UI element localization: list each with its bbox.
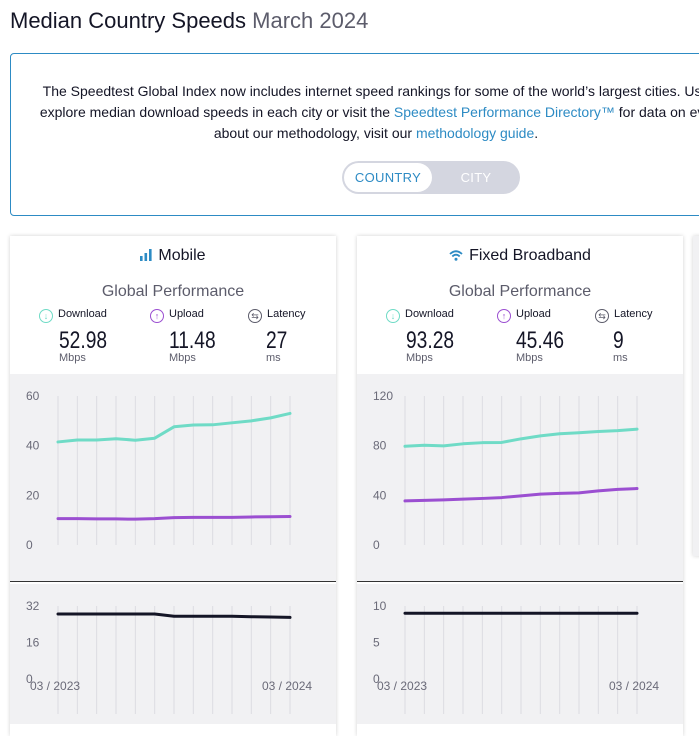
latency-chart: 10 5 0 03 / 2023 03 / 2024: [357, 584, 683, 724]
y-tick-label: 40: [26, 439, 40, 453]
latency-unit: ms: [266, 352, 281, 364]
upload-metric: ↑ Upload 45.46 Mbps: [497, 308, 587, 364]
latency-icon: ⇆: [248, 309, 262, 323]
card-title-label: Mobile: [158, 247, 206, 264]
chart-divider: [357, 581, 683, 582]
wifi-icon: [449, 250, 463, 261]
latency-icon: ⇆: [595, 309, 609, 323]
methodology-guide-link[interactable]: methodology guide: [415, 125, 535, 141]
x-tick-label-end: 03 / 2024: [609, 679, 659, 693]
y-tick-label: 80: [373, 439, 387, 453]
upload-unit: Mbps: [169, 352, 196, 364]
download-label: Download: [58, 308, 107, 320]
info-line-2-tail: for data on eve: [618, 104, 699, 120]
download-value: 93.28: [406, 327, 455, 354]
signal-bars-icon: [140, 249, 153, 261]
global-performance-title: Global Performance: [448, 283, 592, 300]
latency-metric: ⇆ Latency 27 ms: [248, 308, 338, 364]
upload-series-line: [403, 487, 639, 503]
latency-chart-svg: 10 5 003 / 2023 03 / 2024: [373, 599, 659, 714]
speed-chart: 120 80 40 0: [357, 374, 683, 581]
upload-icon: ↑: [150, 309, 164, 323]
y-tick-label: 120: [373, 389, 393, 403]
latency-series-line: [56, 612, 292, 619]
latency-value: 27: [266, 327, 288, 354]
upload-label: Upload: [169, 308, 204, 320]
upload-unit: Mbps: [516, 352, 543, 364]
x-tick-label-start: 03 / 2023: [377, 679, 427, 693]
fixed-broadband-card: Fixed Broadband Global Performance ↓ Down…: [357, 236, 683, 736]
upload-value: 11.48: [169, 327, 216, 354]
country-city-toggle[interactable]: COUNTRY CITY: [342, 161, 520, 194]
y-tick-label: 40: [373, 488, 387, 502]
toggle-country-option[interactable]: COUNTRY: [344, 163, 432, 192]
download-metric: ↓ Download 52.98 Mbps: [39, 308, 129, 364]
latency-metric: ⇆ Latency 9 ms: [595, 308, 685, 364]
latency-value: 9: [613, 327, 624, 354]
latency-y-tick-label: 0: [26, 672, 33, 686]
speed-chart-svg: 120 80 40 0: [373, 389, 639, 552]
page-title-main: Median Country Speeds: [10, 8, 247, 33]
download-series-line: [403, 427, 639, 448]
upload-metric: ↑ Upload 11.48 Mbps: [150, 308, 240, 364]
card-title: Mobile: [10, 247, 336, 265]
upload-label: Upload: [516, 308, 551, 320]
y-tick-label: 0: [26, 538, 33, 552]
info-line-2: explore median download speeds in each c…: [11, 102, 699, 123]
page-title-date: March 2024: [252, 8, 369, 33]
card-title-label: Fixed Broadband: [469, 247, 591, 264]
speed-chart-svg: 60 40 20 0: [26, 389, 292, 552]
latency-y-tick-label: 10: [373, 599, 387, 613]
download-metric: ↓ Download 93.28 Mbps: [386, 308, 476, 364]
upload-icon: ↑: [497, 309, 511, 323]
info-line-3-tail: .: [534, 125, 539, 141]
download-icon: ↓: [39, 309, 53, 323]
download-value: 52.98: [59, 327, 108, 354]
latency-y-tick-label: 0: [373, 672, 380, 686]
latency-y-tick-label: 5: [373, 636, 380, 650]
info-text: The Speedtest Global Index now includes …: [11, 81, 699, 144]
x-tick-label-start: 03 / 2023: [30, 679, 80, 693]
global-performance-title: Global Performance: [101, 283, 245, 300]
next-card-edge: [693, 236, 699, 556]
download-icon: ↓: [386, 309, 400, 323]
latency-unit: ms: [613, 352, 628, 364]
info-line-1: The Speedtest Global Index now includes …: [42, 83, 699, 99]
mobile-card: Mobile Global Performance ↓ Download 52.9…: [10, 236, 336, 736]
info-line-3: about our methodology, visit our methodo…: [11, 123, 699, 144]
upload-value: 45.46: [516, 327, 565, 354]
latency-y-tick-label: 32: [26, 599, 40, 613]
upload-series-line: [56, 514, 292, 521]
speed-chart: 60 40 20 0: [10, 374, 336, 581]
latency-chart-svg: 32 16 003 / 2023 03 / 2024: [26, 599, 312, 714]
page-title: Median Country Speeds March 2024: [10, 8, 368, 34]
download-label: Download: [405, 308, 454, 320]
toggle-city-option[interactable]: CITY: [460, 170, 492, 185]
y-tick-label: 20: [26, 488, 40, 502]
info-line-2-text: explore median download speeds in each c…: [39, 104, 394, 120]
download-series-line: [56, 411, 292, 444]
download-unit: Mbps: [406, 352, 433, 364]
download-unit: Mbps: [59, 352, 86, 364]
latency-label: Latency: [267, 308, 306, 320]
y-tick-label: 60: [26, 389, 40, 403]
latency-label: Latency: [614, 308, 653, 320]
info-line-3-text: about our methodology, visit our: [213, 125, 416, 141]
latency-chart: 32 16 0 03 / 2023 03 / 2024: [10, 584, 336, 724]
latency-y-tick-label: 16: [26, 636, 40, 650]
x-tick-label-end: 03 / 2024: [262, 679, 312, 693]
y-tick-label: 0: [373, 538, 380, 552]
chart-divider: [10, 581, 336, 582]
card-title: Fixed Broadband: [357, 247, 683, 265]
speedtest-performance-directory-link[interactable]: Speedtest Performance Directory™: [393, 104, 615, 120]
info-box: The Speedtest Global Index now includes …: [10, 53, 699, 216]
